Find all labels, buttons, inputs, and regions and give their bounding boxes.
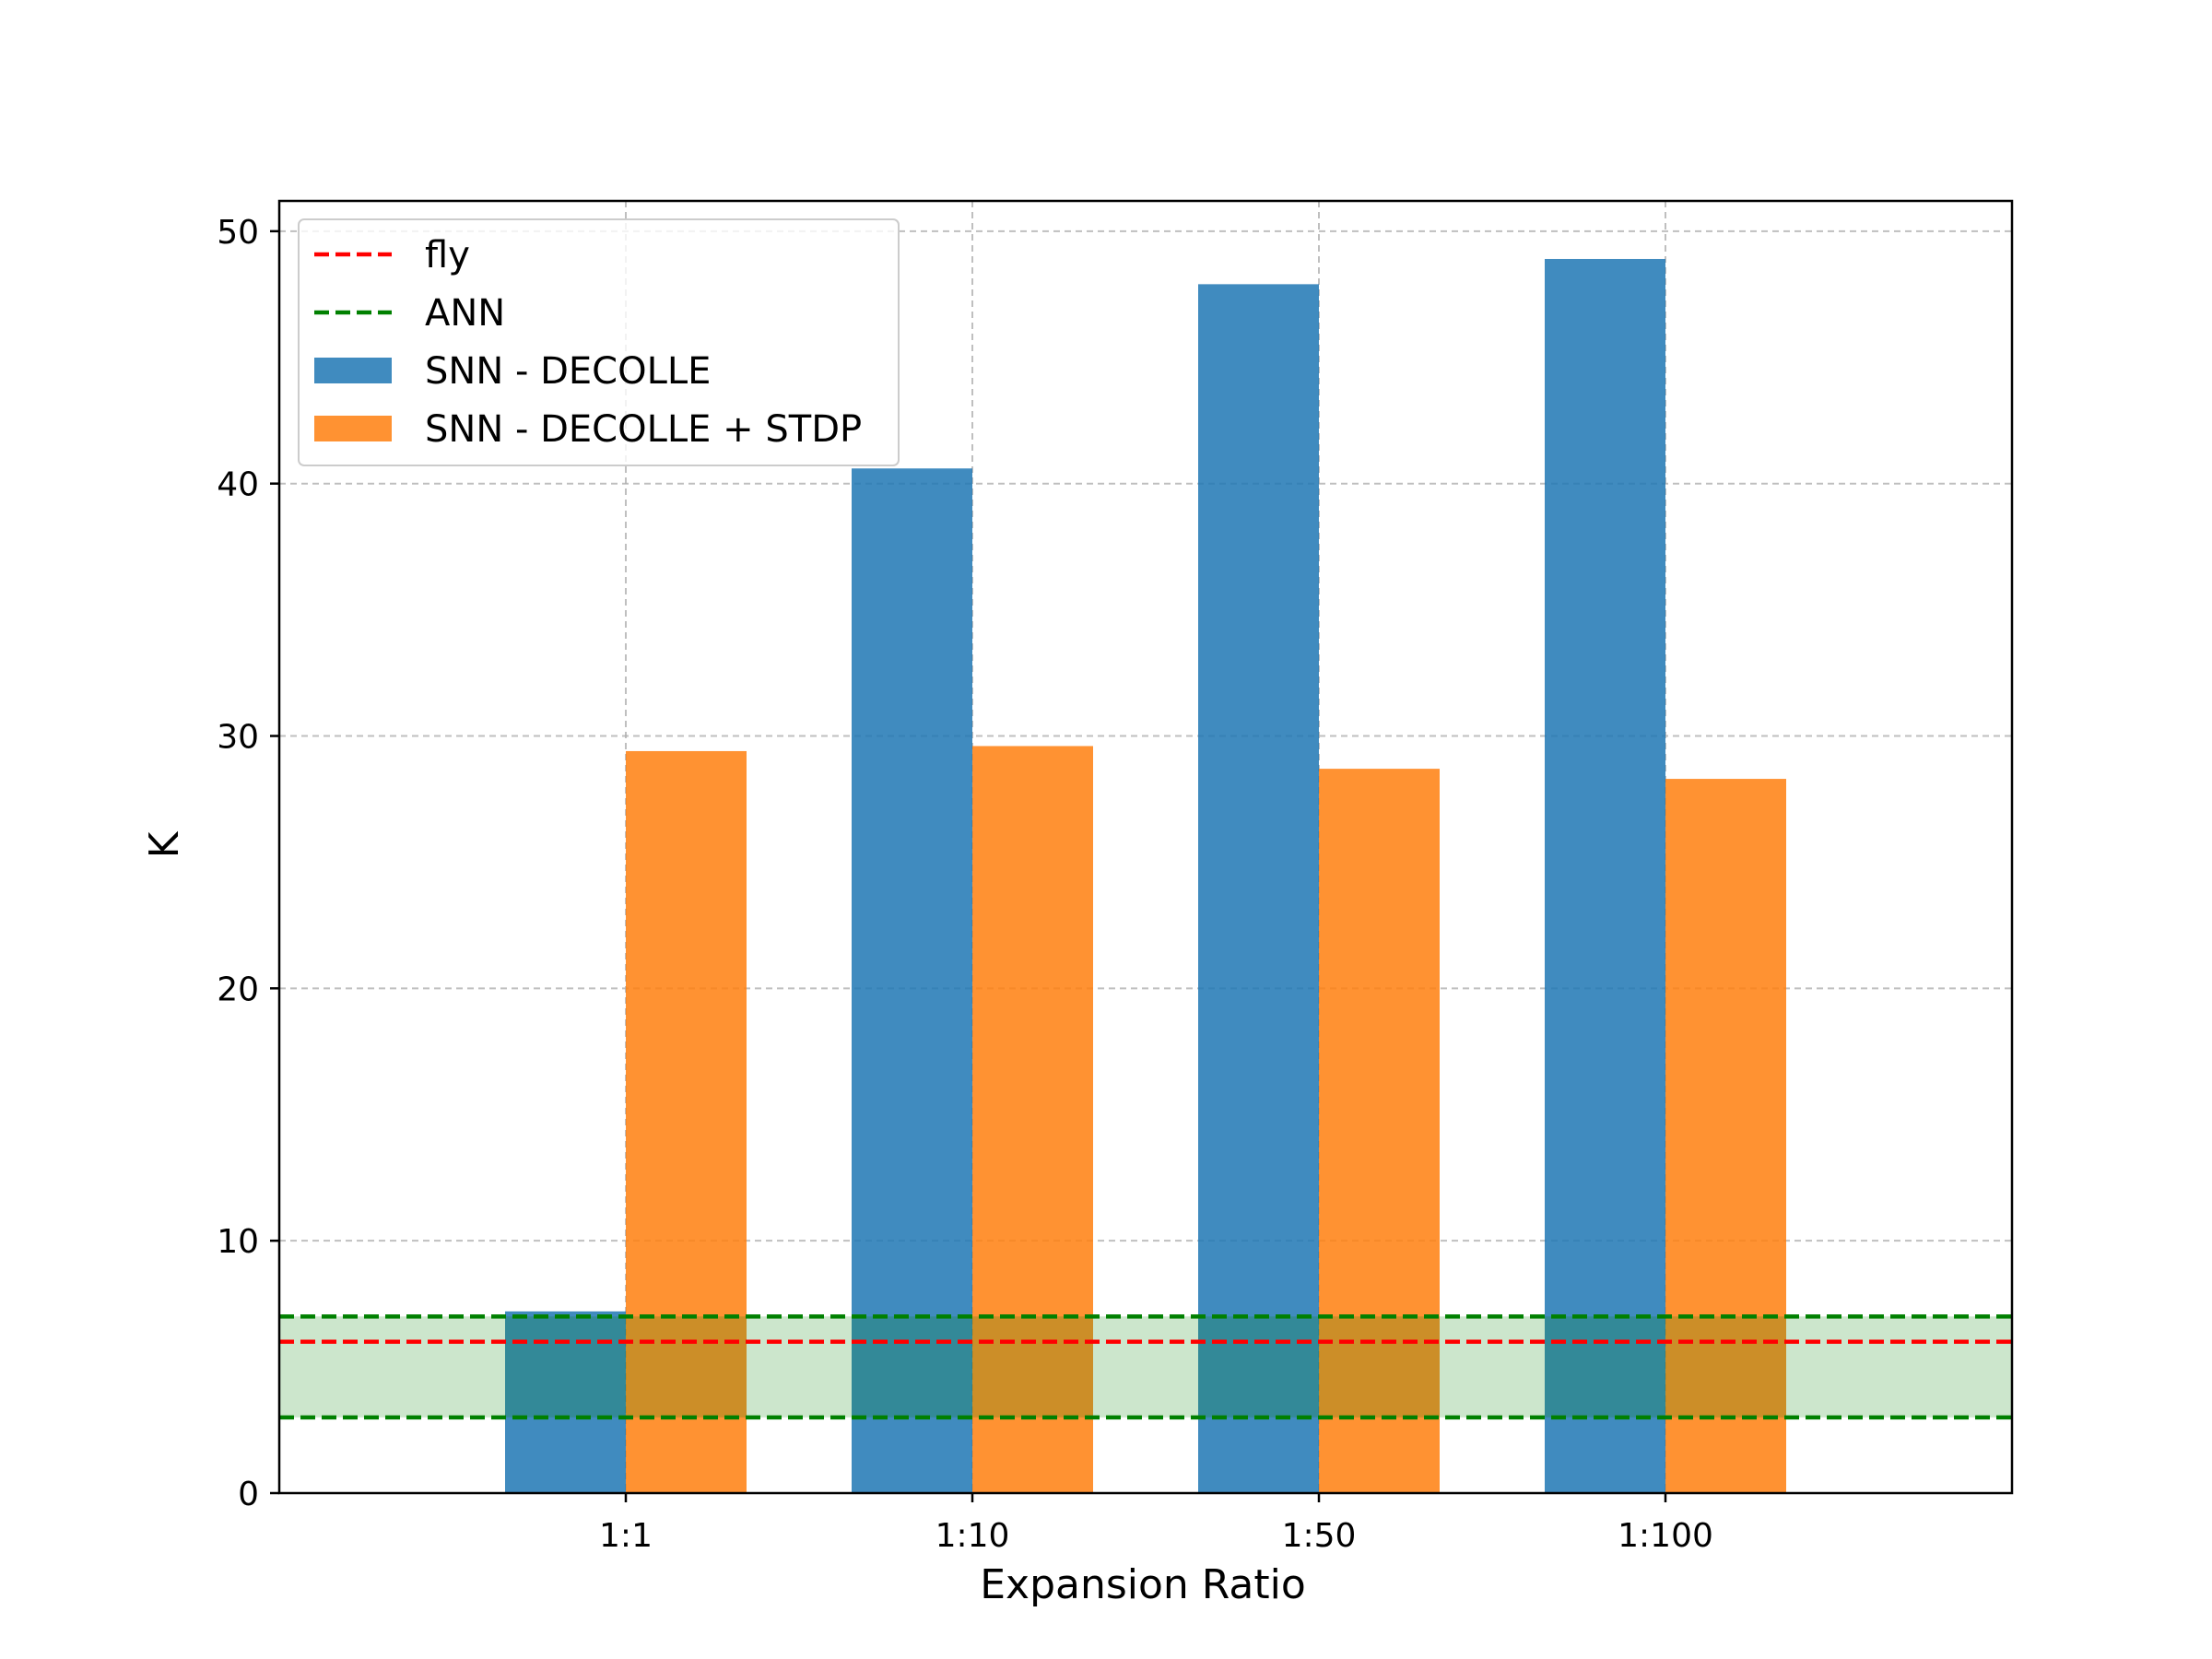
plot-area: 0 10 20 30 40 50 1:1 1:10 1:50 1:100 [217, 199, 2014, 1555]
legend-label: SNN - DECOLLE [425, 350, 711, 393]
x-tick-label: 1:100 [1618, 1517, 1713, 1555]
y-axis-title: K [141, 830, 188, 858]
bar-decolle-stdp-3 [1665, 779, 1786, 1493]
bar-decolle-stdp-2 [1319, 769, 1440, 1493]
legend-swatch-series-3 [314, 416, 392, 441]
x-axis-title: Expansion Ratio [980, 1561, 1306, 1608]
legend: fly ANN SNN - DECOLLE SNN - DECOLLE + STDP [298, 218, 900, 466]
y-tick-label: 10 [217, 1223, 259, 1261]
legend-label: fly [425, 234, 470, 276]
legend-swatch-series-2 [314, 358, 392, 383]
axes-frame [277, 199, 2014, 1495]
legend-box [298, 218, 900, 466]
legend-label: ANN [425, 292, 505, 335]
y-tick-label: 0 [238, 1476, 259, 1513]
y-tick-label: 50 [217, 214, 259, 252]
bar-decolle-stdp-0 [626, 750, 747, 1493]
x-tick-label: 1:10 [935, 1517, 1010, 1555]
bar-decolle-3 [1545, 258, 1665, 1493]
x-tick-label: 1:1 [599, 1517, 653, 1555]
y-tick-label: 20 [217, 971, 259, 1008]
y-tick-label: 30 [217, 719, 259, 757]
y-tick-label: 40 [217, 466, 259, 504]
x-tick-label: 1:50 [1282, 1517, 1357, 1555]
ann-band [279, 1316, 2012, 1418]
bar-decolle-stdp-1 [972, 746, 1093, 1493]
bar-decolle-2 [1198, 284, 1319, 1493]
legend-label: SNN - DECOLLE + STDP [425, 408, 862, 451]
bar-decolle-1 [852, 468, 972, 1493]
